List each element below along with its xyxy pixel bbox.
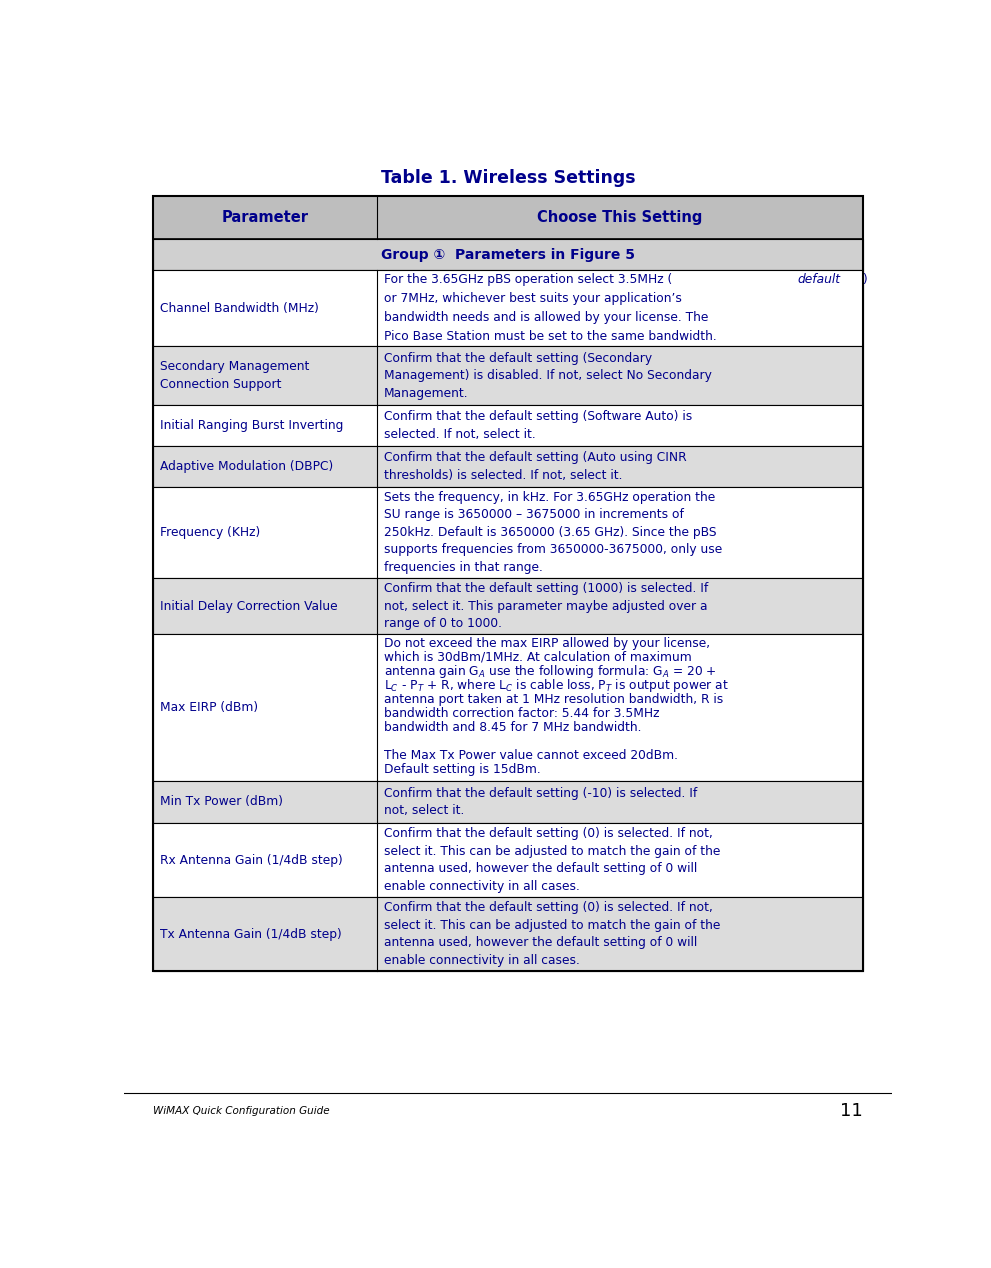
- Text: Confirm that the default setting (Secondary
Management) is disabled. If not, sel: Confirm that the default setting (Second…: [384, 351, 712, 399]
- Bar: [153, 823, 863, 898]
- Text: Initial Delay Correction Value: Initial Delay Correction Value: [160, 600, 338, 612]
- Bar: [153, 487, 863, 578]
- Text: Channel Bandwidth (MHz): Channel Bandwidth (MHz): [160, 302, 319, 314]
- Text: Confirm that the default setting (-10) is selected. If
not, select it.: Confirm that the default setting (-10) i…: [384, 786, 697, 817]
- Text: Confirm that the default setting (Software Auto) is
selected. If not, select it.: Confirm that the default setting (Softwa…: [384, 411, 692, 441]
- Bar: [153, 446, 863, 487]
- Text: The Max Tx Power value cannot exceed 20dBm.: The Max Tx Power value cannot exceed 20d…: [384, 748, 678, 762]
- Bar: [153, 270, 863, 346]
- Bar: [153, 197, 863, 971]
- Text: L$_C$ - P$_T$ + R, where L$_C$ is cable loss, P$_T$ is output power at: L$_C$ - P$_T$ + R, where L$_C$ is cable …: [384, 677, 728, 694]
- Text: Confirm that the default setting (Auto using CINR
thresholds) is selected. If no: Confirm that the default setting (Auto u…: [384, 451, 686, 482]
- Text: Confirm that the default setting (1000) is selected. If
not, select it. This par: Confirm that the default setting (1000) …: [384, 582, 708, 630]
- Text: bandwidth and 8.45 for 7 MHz bandwidth.: bandwidth and 8.45 for 7 MHz bandwidth.: [384, 720, 641, 734]
- Text: or 7MHz, whichever best suits your application’s: or 7MHz, whichever best suits your appli…: [384, 293, 682, 306]
- Text: 11: 11: [840, 1102, 863, 1120]
- Text: Table 1. Wireless Settings: Table 1. Wireless Settings: [381, 169, 635, 186]
- Bar: [153, 781, 863, 823]
- Text: Confirm that the default setting (0) is selected. If not,
select it. This can be: Confirm that the default setting (0) is …: [384, 902, 719, 967]
- Text: Adaptive Modulation (DBPC): Adaptive Modulation (DBPC): [160, 460, 333, 473]
- Text: default: default: [798, 274, 840, 287]
- Text: Secondary Management
Connection Support: Secondary Management Connection Support: [160, 360, 309, 391]
- Bar: [153, 197, 863, 240]
- Text: Frequency (KHz): Frequency (KHz): [160, 526, 261, 539]
- Text: Max EIRP (dBm): Max EIRP (dBm): [160, 701, 258, 714]
- Bar: [153, 578, 863, 634]
- Bar: [153, 898, 863, 971]
- Text: which is 30dBm/1MHz. At calculation of maximum: which is 30dBm/1MHz. At calculation of m…: [384, 650, 692, 664]
- Text: Pico Base Station must be set to the same bandwidth.: Pico Base Station must be set to the sam…: [384, 331, 716, 344]
- Text: Group ①  Parameters in Figure 5: Group ① Parameters in Figure 5: [381, 247, 635, 261]
- Text: Min Tx Power (dBm): Min Tx Power (dBm): [160, 795, 283, 809]
- Text: For the 3.65GHz pBS operation select 3.5MHz (: For the 3.65GHz pBS operation select 3.5…: [384, 274, 672, 287]
- Text: Sets the frequency, in kHz. For 3.65GHz operation the
SU range is 3650000 – 3675: Sets the frequency, in kHz. For 3.65GHz …: [384, 491, 721, 574]
- Text: bandwidth correction factor: 5.44 for 3.5MHz: bandwidth correction factor: 5.44 for 3.…: [384, 706, 659, 720]
- Text: WiMAX Quick Configuration Guide: WiMAX Quick Configuration Guide: [153, 1106, 330, 1116]
- Text: Choose This Setting: Choose This Setting: [537, 210, 703, 226]
- Text: Parameter: Parameter: [221, 210, 308, 226]
- Bar: [153, 634, 863, 781]
- Text: bandwidth needs and is allowed by your license. The: bandwidth needs and is allowed by your l…: [384, 312, 708, 325]
- Bar: [153, 240, 863, 270]
- Text: ): ): [862, 274, 867, 287]
- Text: Default setting is 15dBm.: Default setting is 15dBm.: [384, 762, 540, 776]
- Bar: [153, 346, 863, 404]
- Bar: [153, 404, 863, 446]
- Text: Do not exceed the max EIRP allowed by your license,: Do not exceed the max EIRP allowed by yo…: [384, 637, 710, 650]
- Text: antenna port taken at 1 MHz resolution bandwidth, R is: antenna port taken at 1 MHz resolution b…: [384, 692, 722, 706]
- Text: Initial Ranging Burst Inverting: Initial Ranging Burst Inverting: [160, 418, 343, 432]
- Text: Rx Antenna Gain (1/4dB step): Rx Antenna Gain (1/4dB step): [160, 853, 343, 866]
- Text: Tx Antenna Gain (1/4dB step): Tx Antenna Gain (1/4dB step): [160, 928, 342, 941]
- Text: Confirm that the default setting (0) is selected. If not,
select it. This can be: Confirm that the default setting (0) is …: [384, 827, 719, 893]
- Text: antenna gain G$_A$ use the following formula: G$_A$ = 20 +: antenna gain G$_A$ use the following for…: [384, 663, 716, 680]
